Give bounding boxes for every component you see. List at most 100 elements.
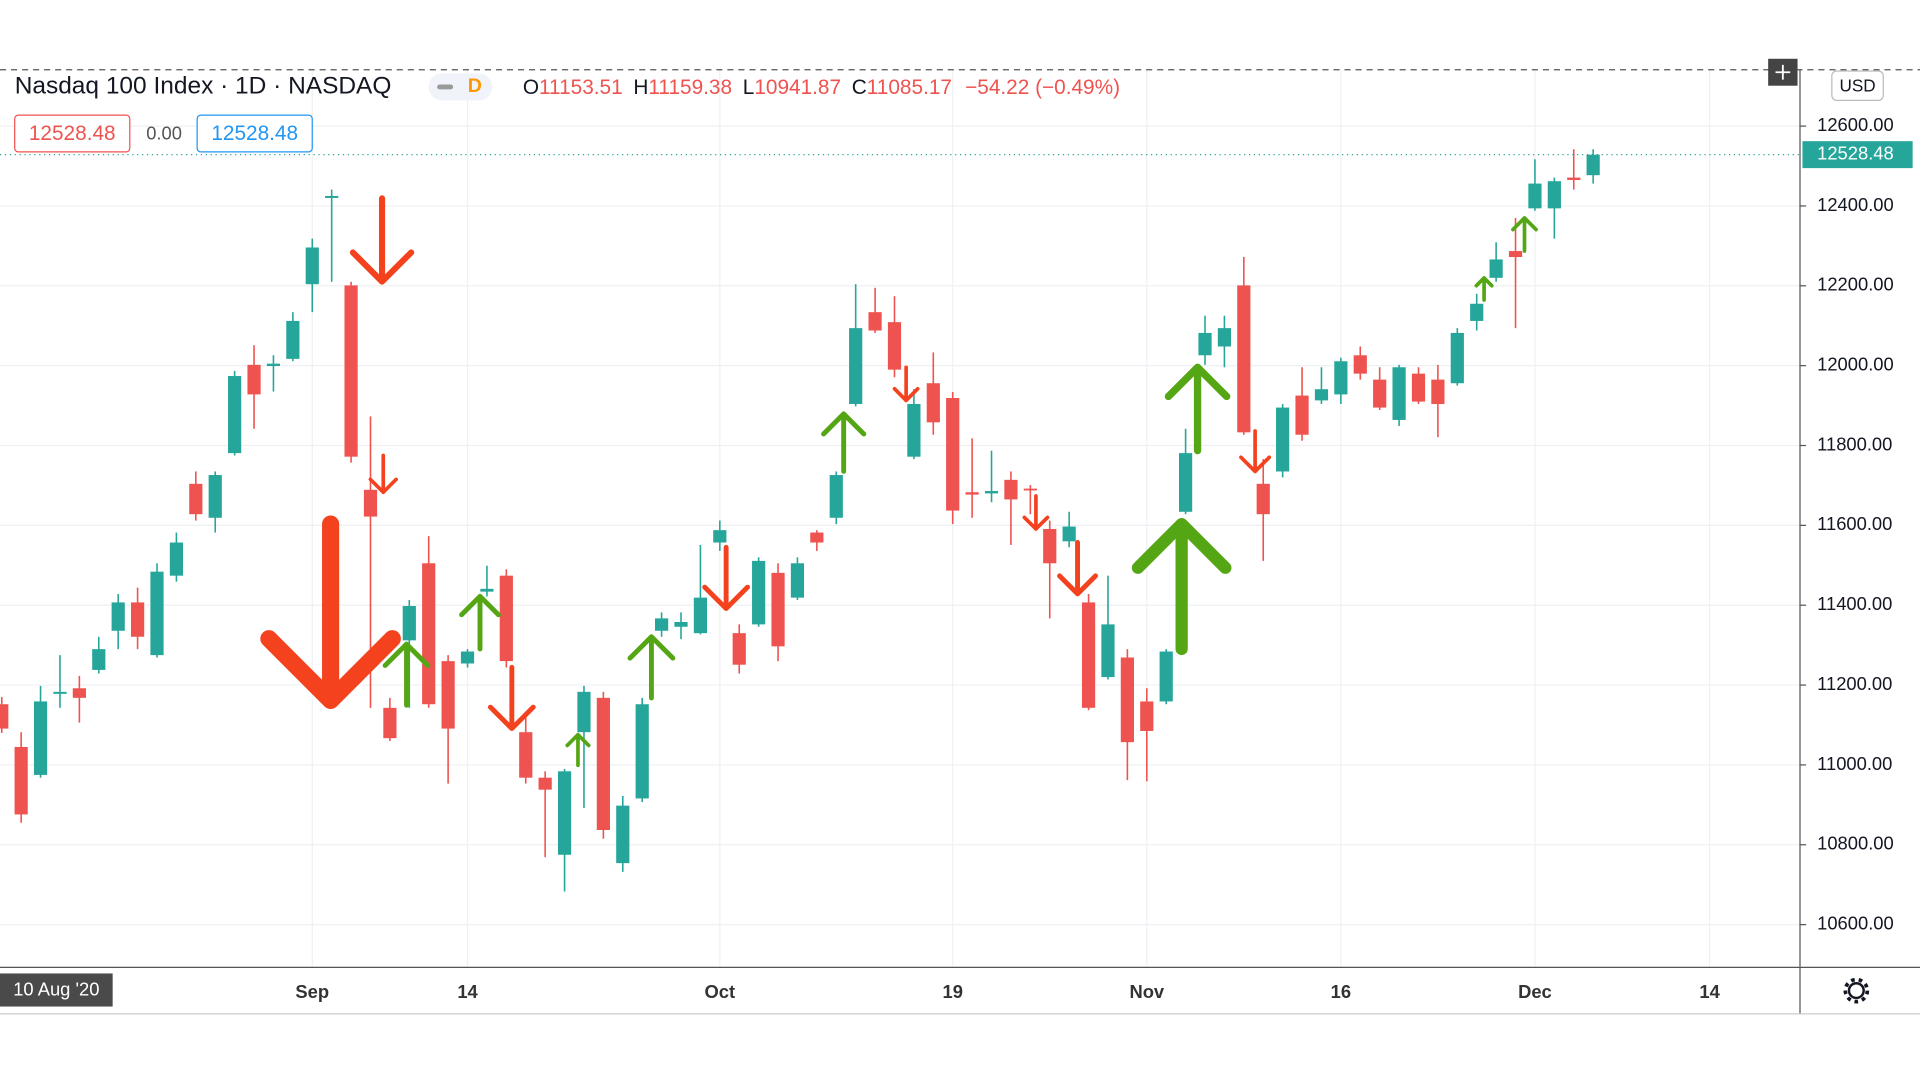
candle-body <box>1120 657 1134 743</box>
y-tick-label: 10800.00 <box>1817 833 1894 854</box>
candle-body <box>344 285 358 457</box>
candle-body <box>150 571 164 656</box>
annotation-arrow <box>1131 517 1232 656</box>
candle-body <box>1411 373 1426 402</box>
candle-body <box>1159 651 1173 702</box>
annotation-arrow <box>1022 494 1050 531</box>
high-value: 11159.38 <box>648 76 732 99</box>
x-tick-label: 14 <box>1699 981 1720 1002</box>
badge: D <box>468 75 482 97</box>
y-tick-label: 10600.00 <box>1817 912 1894 933</box>
candle-body <box>189 483 203 515</box>
candle-body <box>1508 251 1523 258</box>
last-price-label: 12528.48 <box>1817 142 1894 163</box>
x-tick-label: Sep <box>295 981 329 1002</box>
candle-body <box>499 575 513 662</box>
y-tick-label: 11600.00 <box>1817 513 1892 534</box>
plus-icon <box>1775 64 1791 80</box>
annotation-arrow <box>821 411 867 474</box>
y-tick-label: 11200.00 <box>1817 673 1892 694</box>
annotation-arrow <box>368 453 398 495</box>
x-tick-label: 16 <box>1331 981 1351 1002</box>
currency: USD <box>1839 75 1875 95</box>
candle-body <box>732 633 746 665</box>
annotation-arrow <box>1164 363 1231 455</box>
annotation-arrows <box>260 195 1538 768</box>
candle-body <box>713 530 727 543</box>
candle-body <box>1043 528 1057 564</box>
candle-body <box>577 691 591 733</box>
bid-box[interactable] <box>14 114 131 153</box>
candle-body <box>480 588 494 592</box>
low-value: 10941.87 <box>754 76 841 99</box>
candle-body <box>208 475 222 518</box>
candle-body <box>228 376 242 454</box>
close-prefix: C <box>852 76 867 99</box>
candle-body <box>1431 379 1445 404</box>
candle-body <box>693 597 708 634</box>
candle-body <box>1489 259 1503 278</box>
candle-body <box>1179 453 1193 512</box>
candle-body <box>1276 407 1290 472</box>
y-tick-label: 11400.00 <box>1817 593 1892 614</box>
y-tick-label: 12000.00 <box>1817 353 1894 374</box>
bid: 12528.48 <box>29 122 116 145</box>
candle-body <box>111 602 125 631</box>
candle-body <box>441 661 455 729</box>
high-prefix: H <box>633 76 648 99</box>
candle-body <box>1256 483 1270 515</box>
y-tick-label: 11000.00 <box>1817 753 1892 774</box>
candle-body <box>829 475 843 518</box>
open-prefix: O <box>523 76 539 99</box>
candle-body <box>596 697 610 830</box>
annotation-arrow <box>702 544 750 612</box>
y-tick-label: 12200.00 <box>1817 274 1894 295</box>
annotation-arrow <box>1474 276 1494 302</box>
candle-body <box>907 403 921 457</box>
settings-icon[interactable] <box>1843 977 1870 1004</box>
candle-body <box>538 777 552 790</box>
candle-body <box>169 542 184 576</box>
candle-body <box>266 363 281 367</box>
candle-body <box>0 704 9 729</box>
x-tick-label: 14 <box>457 981 478 1002</box>
candle-body <box>1101 624 1115 678</box>
candle-body <box>1547 181 1561 209</box>
candle-body <box>286 320 300 359</box>
x-tick-label: Nov <box>1129 981 1164 1002</box>
date-label-bg <box>0 973 113 1007</box>
ohlc-legend: O11153.51 H11159.38 L10941.87 C11085.17 … <box>523 76 1120 99</box>
badge-bg <box>428 73 493 101</box>
candle-body <box>1217 328 1232 347</box>
open-value: 11153.51 <box>539 76 623 99</box>
candle-body <box>33 701 48 775</box>
annotation-arrow <box>459 593 501 652</box>
candle-body <box>519 732 533 778</box>
candle-body <box>1586 154 1600 176</box>
candle-body <box>655 618 669 631</box>
candle-body <box>849 328 863 404</box>
candle-body <box>305 247 319 285</box>
candle-body <box>926 383 940 423</box>
candle-body <box>1140 701 1154 731</box>
candle-body <box>1373 379 1387 408</box>
candle-body <box>92 649 106 670</box>
candle-body <box>1450 332 1464 384</box>
candle-body <box>247 364 261 395</box>
candle-body <box>1392 367 1406 420</box>
annotation-arrow <box>1057 540 1098 597</box>
badge-dash <box>437 84 454 90</box>
gear-teeth <box>1843 977 1870 1004</box>
last-price-box <box>1802 141 1913 169</box>
date-label: 10 Aug '20 <box>13 978 99 999</box>
candle-body <box>1023 488 1037 491</box>
low-prefix: L <box>743 76 755 99</box>
candle-body <box>363 489 378 517</box>
candle-body <box>752 560 766 625</box>
candle-body <box>383 707 397 739</box>
currency-box[interactable] <box>1831 70 1884 102</box>
annotation-arrow <box>260 515 401 709</box>
ask-box[interactable] <box>196 114 313 153</box>
annotation-arrow <box>565 732 591 768</box>
chart-title: Nasdaq 100 Index · 1D · NASDAQ <box>15 72 392 99</box>
